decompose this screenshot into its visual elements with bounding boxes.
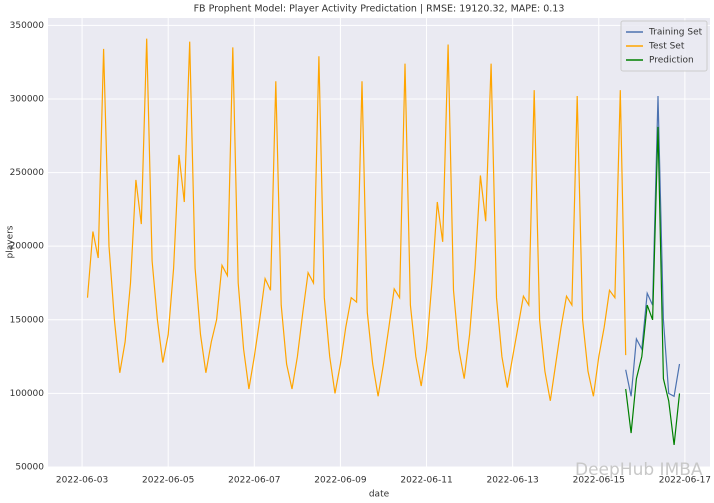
- y-tick-label: 100000: [10, 389, 45, 399]
- x-tick-label: 2022-06-03: [56, 476, 108, 486]
- y-tick-label: 250000: [10, 168, 45, 178]
- legend-label: Test Set: [648, 42, 685, 52]
- series-line: [86, 38, 627, 401]
- x-tick-label: 2022-06-17: [659, 476, 711, 486]
- x-tick-label: 2022-06-09: [314, 476, 367, 486]
- legend-label: Prediction: [649, 56, 694, 66]
- x-tick-label: 2022-06-11: [400, 476, 452, 486]
- x-axis-label: date: [369, 490, 390, 500]
- x-tick-label: 2022-06-15: [573, 476, 625, 486]
- x-tick-label: 2022-06-13: [486, 476, 538, 486]
- watermark: DeepHub IMBA: [575, 460, 703, 480]
- y-tick-label: 350000: [10, 21, 45, 31]
- x-tick-label: 2022-06-05: [142, 476, 194, 486]
- y-tick-label: 200000: [10, 242, 45, 252]
- chart-title: FB Prophent Model: Player Activity Predi…: [194, 4, 565, 15]
- legend-label: Training Set: [648, 28, 703, 38]
- y-tick-label: 300000: [10, 94, 45, 104]
- series-line: [625, 126, 681, 445]
- y-tick-label: 50000: [15, 463, 44, 473]
- y-tick-label: 150000: [10, 315, 45, 325]
- legend-box: [620, 20, 708, 72]
- x-tick-label: 2022-06-07: [228, 476, 280, 486]
- y-axis-label: players: [6, 225, 16, 258]
